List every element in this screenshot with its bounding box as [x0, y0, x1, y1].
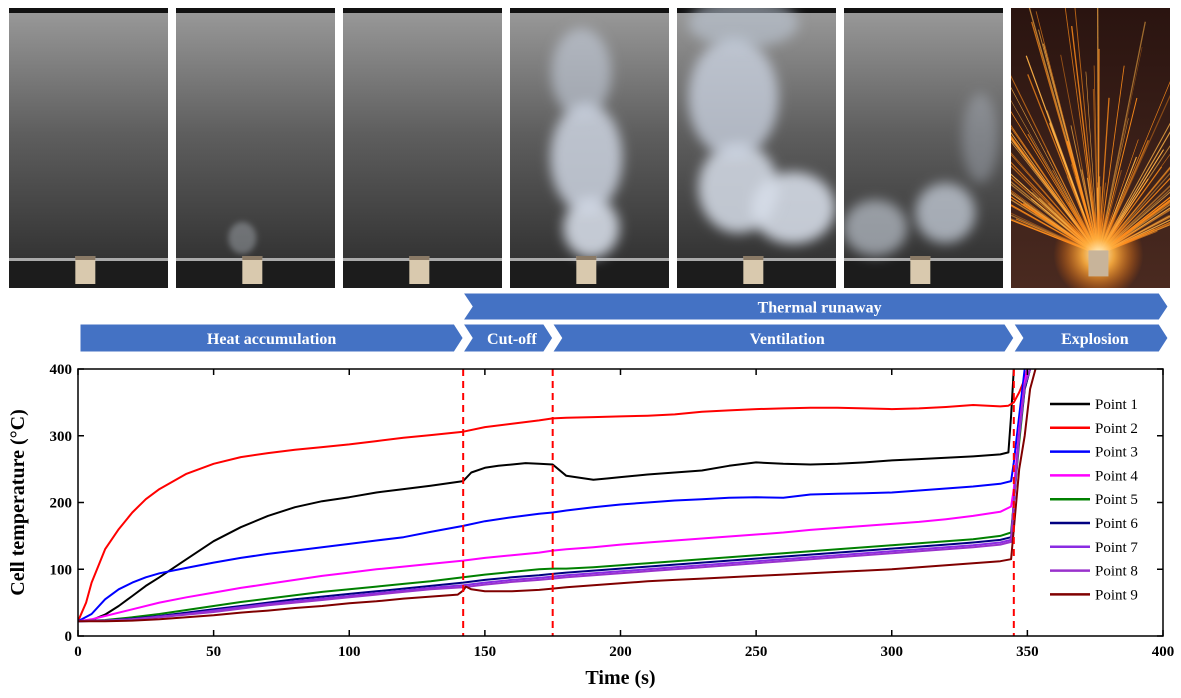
legend-label-point-5: Point 5	[1095, 492, 1138, 508]
series-group	[78, 369, 1037, 623]
x-tick-label-8: 400	[1152, 644, 1175, 660]
photo-2-heat-accumulation	[176, 8, 335, 288]
x-tick-label-6: 300	[881, 644, 904, 660]
series-line-point-7	[78, 369, 1032, 623]
legend-label-point-6: Point 6	[1095, 516, 1138, 532]
series-line-point-5	[78, 369, 1032, 623]
series-line-point-2	[78, 369, 1029, 622]
banner-phase-2: Ventilation	[551, 323, 1015, 353]
banner-phase-3: Explosion	[1012, 323, 1169, 353]
series-line-point-4	[78, 369, 1029, 623]
banner-phase-2-label: Ventilation	[750, 331, 825, 348]
y-tick-label-0: 0	[65, 629, 73, 645]
banner-thermal-runaway-label: Thermal runaway	[758, 300, 882, 317]
x-tick-label-4: 200	[609, 644, 632, 660]
banner-phase-1: Cut-off	[462, 323, 554, 353]
series-line-point-9	[78, 369, 1037, 623]
y-tick-label-3: 300	[50, 429, 73, 445]
legend-label-point-7: Point 7	[1095, 540, 1138, 556]
photo-3-heat-accumulation	[343, 8, 502, 288]
series-line-point-6	[78, 369, 1032, 623]
photo-6-ventilation	[844, 8, 1003, 288]
series-line-point-1	[78, 369, 1015, 623]
photo-5-ventilation	[677, 8, 836, 288]
x-axis-label: Time (s)	[585, 667, 655, 689]
legend-label-point-1: Point 1	[1095, 397, 1138, 413]
x-tick-label-0: 0	[74, 644, 82, 660]
banner-phase-0-label: Heat accumulation	[207, 331, 336, 348]
legend-label-point-3: Point 3	[1095, 445, 1138, 461]
x-tick-label-3: 150	[474, 644, 497, 660]
series-line-point-3	[78, 369, 1026, 623]
plot-frame	[77, 368, 1164, 637]
y-tick-label-2: 200	[50, 496, 73, 512]
legend: Point 1 Point 2 Point 3 Point 4 Point 5 Point…	[1050, 397, 1138, 603]
x-tick-label-1: 50	[206, 644, 221, 660]
legend-label-point-4: Point 4	[1095, 468, 1138, 484]
x-tick-label-7: 350	[1016, 644, 1039, 660]
y-tick-label-4: 400	[50, 362, 73, 378]
banner-phase-3-label: Explosion	[1061, 331, 1129, 348]
x-tick-label-2: 100	[338, 644, 361, 660]
legend-label-point-9: Point 9	[1095, 587, 1138, 603]
y-tick-label-1: 100	[50, 562, 73, 578]
banner-thermal-runaway: Thermal runaway	[462, 292, 1169, 321]
y-axis-label: Cell temperature (°C)	[7, 409, 29, 595]
legend-label-point-8: Point 8	[1095, 564, 1138, 580]
photo-1-heat-accumulation	[9, 8, 168, 288]
photo-7-explosion	[1011, 8, 1170, 288]
banner-phase-1-label: Cut-off	[487, 331, 537, 348]
banner-phase-0: Heat accumulation	[79, 323, 464, 353]
series-line-point-8	[78, 369, 1032, 623]
x-tick-label-5: 250	[745, 644, 768, 660]
photo-4-cut-off	[510, 8, 669, 288]
legend-label-point-2: Point 2	[1095, 421, 1138, 437]
